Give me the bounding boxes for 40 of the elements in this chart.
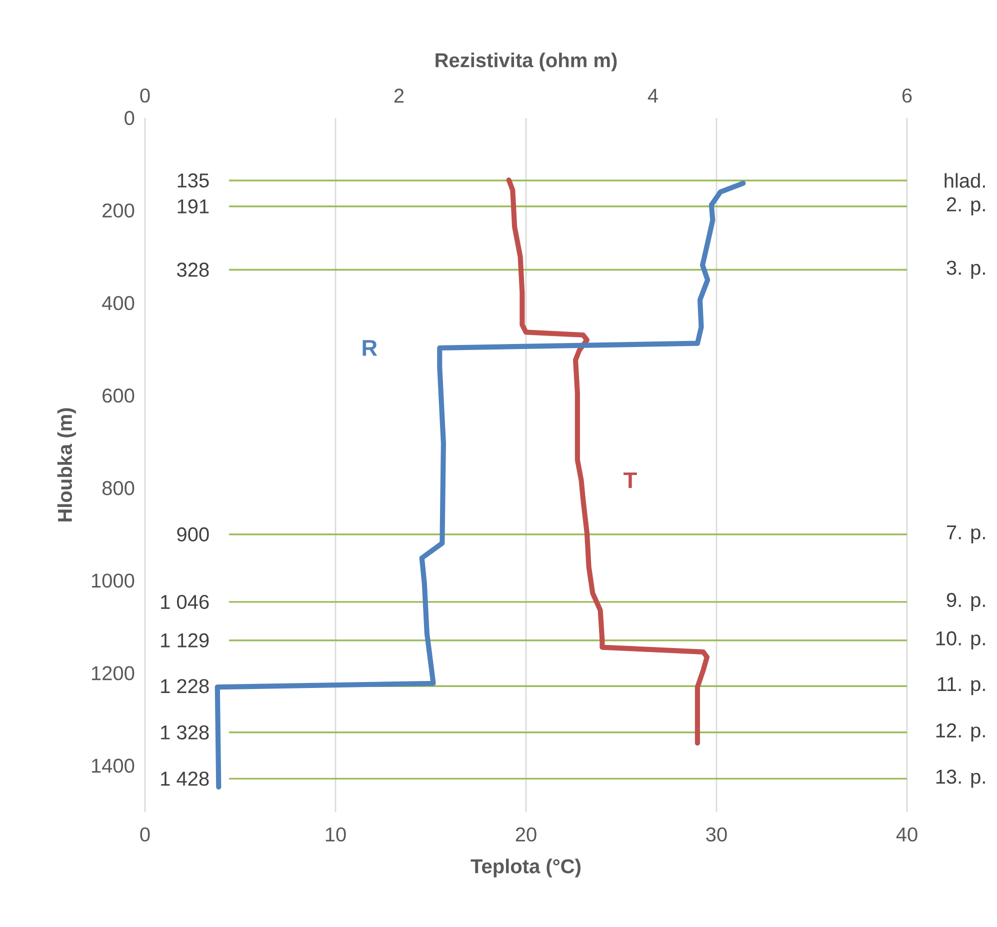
x-tick-label: 0 <box>140 827 150 842</box>
x2-tick-label: 0 <box>140 88 150 103</box>
x-tick-label: 30 <box>706 827 727 842</box>
x2-axis-title: Rezistivita (ohm m) <box>436 52 617 72</box>
y2-tick-label: 1 046 <box>161 594 209 610</box>
ref-line-label: 11. p. <box>938 677 985 696</box>
y2-tick-label: 328 <box>177 262 209 277</box>
y-tick-label: 200 <box>102 203 134 218</box>
y-tick-label: 800 <box>102 481 134 496</box>
y-tick-label: 0 <box>124 110 134 126</box>
series-label: T <box>624 472 637 488</box>
x-tick-label: 40 <box>896 827 918 842</box>
y2-tick-label: 1 328 <box>161 725 209 740</box>
y-tick-label: 600 <box>102 388 134 403</box>
ref-line-label: 12. p. <box>936 723 985 742</box>
ref-line-label: 10. p. <box>936 631 985 650</box>
ref-line-label: 2. p. <box>946 197 985 216</box>
y-tick-label: 1400 <box>92 758 134 773</box>
y2-tick-label: 191 <box>178 199 209 214</box>
y-tick-label: 400 <box>102 296 134 310</box>
y-tick-label: 1000 <box>92 574 134 588</box>
ref-line-label: 13. p. <box>936 770 985 788</box>
x2-tick-label: 6 <box>902 88 912 103</box>
y2-tick-label: 1 228 <box>161 679 209 694</box>
y2-tick-label: 1 129 <box>161 633 209 648</box>
y2-tick-label: 135 <box>178 173 209 188</box>
y2-tick-label: 900 <box>177 527 209 542</box>
ref-line-label: 3. p. <box>946 260 985 279</box>
y-axis-title: Hloubka (m) <box>57 408 76 522</box>
x-tick-label: 20 <box>516 827 536 842</box>
y-tick-label: 1200 <box>92 666 134 680</box>
x-tick-label: 10 <box>326 827 346 842</box>
x2-tick-label: 2 <box>394 88 404 103</box>
text: R <box>362 340 378 356</box>
x-axis-title: Teplota (°C) <box>470 858 580 878</box>
ref-line-label: 7. p. <box>946 525 985 544</box>
x2-tick-label: 4 <box>648 88 658 103</box>
ref-line-label: hlad. <box>944 173 985 188</box>
y2-tick-label: 1 428 <box>161 772 209 786</box>
ref-line-label: 9. p. <box>946 592 985 611</box>
